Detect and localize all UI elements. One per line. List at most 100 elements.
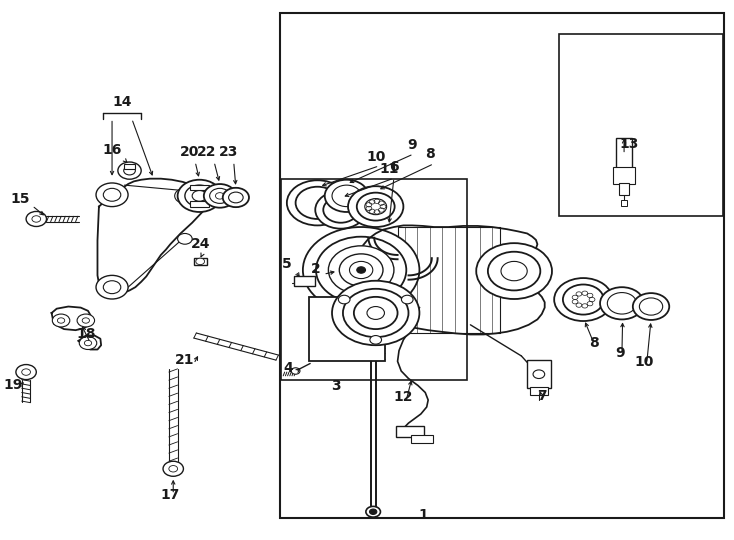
- Bar: [190, 201, 209, 207]
- Circle shape: [204, 184, 236, 208]
- Polygon shape: [98, 179, 207, 294]
- Text: 4: 4: [283, 361, 293, 375]
- Circle shape: [77, 314, 95, 327]
- Circle shape: [476, 243, 552, 299]
- Circle shape: [178, 180, 222, 212]
- Circle shape: [354, 297, 398, 329]
- Circle shape: [124, 166, 135, 175]
- Bar: [530, 387, 548, 395]
- Text: 8: 8: [426, 147, 435, 161]
- Text: 14: 14: [112, 95, 132, 109]
- Circle shape: [365, 199, 387, 215]
- Bar: [411, 435, 432, 443]
- Text: 12: 12: [393, 390, 413, 404]
- Text: 15: 15: [10, 192, 30, 206]
- Polygon shape: [79, 335, 101, 349]
- Circle shape: [96, 275, 128, 299]
- Bar: [621, 200, 627, 206]
- Polygon shape: [51, 307, 92, 330]
- Circle shape: [367, 307, 385, 320]
- Circle shape: [26, 212, 46, 226]
- Circle shape: [228, 192, 243, 203]
- Circle shape: [22, 369, 31, 375]
- Text: 24: 24: [191, 237, 211, 251]
- Circle shape: [369, 509, 377, 515]
- Bar: [613, 167, 635, 184]
- Circle shape: [163, 461, 184, 476]
- Text: 21: 21: [175, 353, 195, 367]
- Text: 6: 6: [389, 160, 399, 174]
- Circle shape: [607, 293, 636, 314]
- Text: 13: 13: [619, 137, 639, 151]
- Text: 19: 19: [4, 379, 23, 393]
- Circle shape: [216, 193, 224, 199]
- Circle shape: [169, 465, 178, 472]
- Circle shape: [339, 254, 383, 286]
- Circle shape: [600, 287, 644, 320]
- Circle shape: [328, 246, 394, 294]
- Circle shape: [178, 233, 192, 244]
- Text: 10: 10: [634, 355, 653, 369]
- Circle shape: [401, 295, 413, 304]
- Circle shape: [343, 289, 409, 337]
- Circle shape: [210, 188, 230, 204]
- Circle shape: [192, 191, 207, 201]
- Bar: [309, 297, 385, 361]
- Bar: [124, 164, 135, 169]
- Bar: [280, 13, 724, 518]
- Circle shape: [323, 197, 358, 222]
- Circle shape: [357, 267, 366, 273]
- Circle shape: [296, 187, 339, 219]
- Circle shape: [332, 185, 361, 207]
- Circle shape: [103, 281, 121, 294]
- Text: 10: 10: [366, 150, 385, 164]
- Circle shape: [366, 507, 380, 517]
- Circle shape: [563, 285, 603, 315]
- Circle shape: [357, 193, 395, 220]
- Circle shape: [52, 314, 70, 327]
- Circle shape: [488, 252, 540, 291]
- Text: 17: 17: [161, 488, 180, 502]
- Circle shape: [96, 183, 128, 207]
- Circle shape: [639, 298, 663, 315]
- Text: 8: 8: [589, 335, 599, 349]
- Circle shape: [533, 370, 545, 379]
- Circle shape: [349, 261, 373, 279]
- Circle shape: [554, 278, 612, 321]
- Circle shape: [332, 281, 419, 345]
- Circle shape: [338, 295, 350, 304]
- Circle shape: [196, 258, 205, 265]
- Bar: [527, 360, 550, 388]
- Circle shape: [222, 188, 249, 207]
- Circle shape: [57, 318, 65, 323]
- Circle shape: [79, 336, 97, 349]
- Circle shape: [303, 227, 419, 313]
- Text: 22: 22: [197, 145, 217, 159]
- Circle shape: [501, 261, 527, 281]
- Bar: [616, 138, 632, 168]
- Bar: [194, 258, 207, 265]
- Circle shape: [185, 185, 214, 207]
- Circle shape: [316, 237, 407, 303]
- Circle shape: [633, 293, 669, 320]
- Circle shape: [32, 216, 40, 222]
- Circle shape: [348, 186, 404, 227]
- Text: 7: 7: [537, 389, 547, 403]
- Circle shape: [287, 180, 348, 225]
- Bar: [294, 276, 315, 286]
- Text: 20: 20: [181, 145, 200, 159]
- Circle shape: [16, 364, 36, 380]
- Text: 5: 5: [282, 257, 291, 271]
- Text: 2: 2: [311, 262, 321, 276]
- Circle shape: [175, 188, 195, 204]
- Text: 1: 1: [418, 509, 428, 523]
- Text: 9: 9: [615, 346, 625, 360]
- Bar: [559, 33, 723, 217]
- Circle shape: [103, 188, 121, 201]
- Circle shape: [316, 191, 366, 228]
- Circle shape: [118, 162, 141, 179]
- Circle shape: [324, 180, 368, 212]
- Circle shape: [370, 335, 382, 344]
- Text: 9: 9: [407, 138, 417, 152]
- Text: 3: 3: [331, 379, 341, 393]
